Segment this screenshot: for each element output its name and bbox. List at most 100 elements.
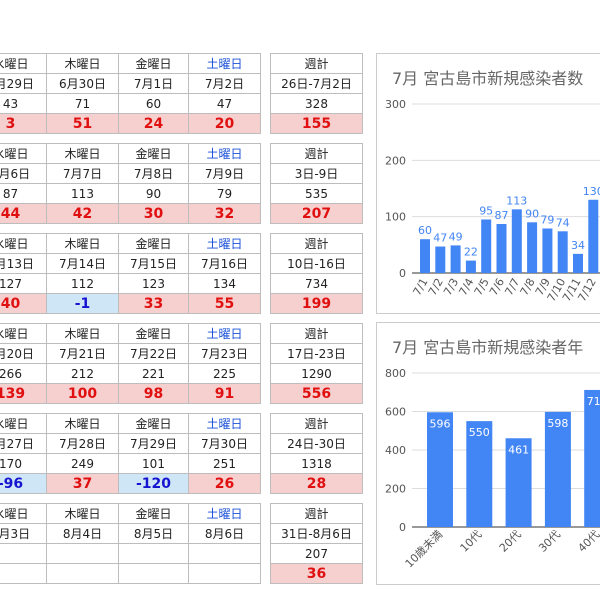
table-cell: 225 [188, 363, 261, 384]
data-label: 34 [571, 239, 585, 252]
bar [557, 231, 568, 273]
table-cell: 土曜日 [188, 503, 261, 524]
data-label: 596 [430, 417, 451, 430]
table-cell: 週計 [270, 233, 363, 254]
table-cell: 199 [270, 293, 363, 314]
table-cell: 7月23日 [188, 343, 261, 364]
y-tick-label: 300 [385, 98, 406, 111]
table-cell: 87 [0, 183, 47, 204]
y-tick-label: 0 [399, 267, 406, 280]
data-label: 87 [495, 209, 509, 222]
table-cell: 24 [118, 113, 189, 134]
table-cell: 79 [188, 183, 261, 204]
y-tick-label: 400 [385, 444, 406, 457]
bar [588, 199, 599, 273]
y-tick-label: 600 [385, 406, 406, 419]
bar [527, 222, 538, 273]
data-label: 113 [506, 194, 527, 207]
table-cell: 249 [46, 453, 119, 474]
bar [584, 389, 600, 527]
table-cell: 91 [188, 383, 261, 404]
table-cell: 金曜日 [118, 503, 189, 524]
table-cell: 535 [270, 183, 363, 204]
table-cell: 207 [270, 203, 363, 224]
bar [466, 421, 493, 527]
table-cell: 30 [118, 203, 189, 224]
table-cell: 51 [46, 113, 119, 134]
chart-title: 7月 宮古島市新規感染者数 [392, 69, 583, 88]
table-cell: 734 [270, 273, 363, 294]
table-cell: 71 [46, 93, 119, 114]
table-cell: -1 [46, 293, 119, 314]
table-cell: 556 [270, 383, 363, 404]
table-cell: 7月14日 [46, 253, 119, 274]
table-cell: 10日-16日 [270, 253, 363, 274]
table-cell: 金曜日 [118, 233, 189, 254]
table-cell: 101 [118, 453, 189, 474]
bar [420, 239, 430, 273]
bar [435, 246, 446, 273]
table-cell: 32 [188, 203, 261, 224]
table-cell: 26 [188, 473, 261, 494]
table-cell: 28 [270, 473, 363, 494]
bar [465, 260, 476, 273]
bar [450, 245, 461, 273]
data-label: 79 [540, 213, 554, 226]
table-cell: 42 [46, 203, 119, 224]
table-cell: 土曜日 [188, 53, 261, 74]
data-label: 712 [587, 395, 600, 408]
data-label: 47 [433, 232, 447, 245]
table-cell: 266 [0, 363, 47, 384]
data-label: 598 [547, 417, 568, 430]
data-label: 130 [583, 185, 600, 198]
table-cell: 155 [270, 113, 363, 134]
table-cell: 8月3日 [0, 523, 47, 544]
table-cell: 127 [0, 273, 47, 294]
chart-card [376, 53, 600, 314]
data-label: 90 [525, 207, 539, 220]
table-cell: 7月21日 [46, 343, 119, 364]
y-tick-label: 100 [385, 211, 406, 224]
table-cell: 6月29日 [0, 73, 47, 94]
bar [481, 219, 492, 273]
y-tick-label: 200 [385, 154, 406, 167]
table-cell: 134 [188, 273, 261, 294]
y-tick-label: 0 [399, 521, 406, 534]
bar [544, 411, 571, 527]
bar [511, 209, 522, 273]
table-cell: 7月13日 [0, 253, 47, 274]
bar [496, 223, 507, 273]
table-cell: 251 [188, 453, 261, 474]
bar [542, 228, 553, 273]
table-cell: 水曜日 [0, 233, 47, 254]
table-cell: 7月1日 [118, 73, 189, 94]
bar [427, 412, 453, 527]
y-tick-label: 200 [385, 483, 406, 496]
data-label: 60 [418, 224, 432, 237]
table-cell: 土曜日 [188, 233, 261, 254]
table-cell: 17日-23日 [270, 343, 363, 364]
table-cell: 33 [118, 293, 189, 314]
bar [505, 438, 532, 527]
data-label: 461 [508, 443, 529, 456]
table-cell: 20 [188, 113, 261, 134]
table-cell: 36 [270, 563, 363, 584]
data-label: 95 [479, 204, 493, 217]
table-cell: 木曜日 [46, 143, 119, 164]
data-label: 550 [469, 426, 490, 439]
table-cell: 44 [0, 203, 47, 224]
table-cell: 40 [0, 293, 47, 314]
table-cell: 100 [46, 383, 119, 404]
table-cell: 土曜日 [188, 413, 261, 434]
table-cell: 木曜日 [46, 413, 119, 434]
table-cell: 水曜日 [0, 143, 47, 164]
table-cell [188, 563, 261, 584]
table-cell: -120 [118, 473, 189, 494]
table-cell: 55 [188, 293, 261, 314]
table-cell: 112 [46, 273, 119, 294]
table-cell: 98 [118, 383, 189, 404]
data-label: 49 [449, 230, 463, 243]
y-tick-label: 800 [385, 367, 406, 380]
